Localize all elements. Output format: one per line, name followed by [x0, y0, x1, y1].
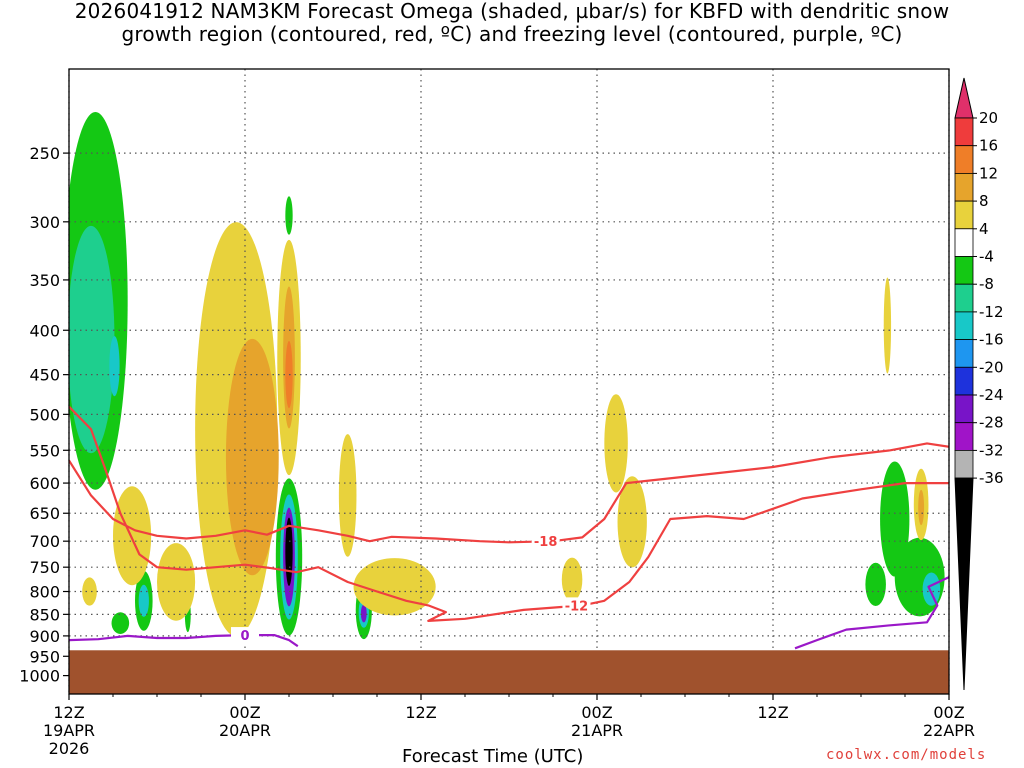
- omega-cell: [880, 461, 910, 577]
- x-axis-label: Forecast Time (UTC): [402, 746, 584, 767]
- colorbar-swatch: [954, 283, 974, 313]
- colorbar-swatch: [954, 172, 974, 202]
- omega-cell: [922, 572, 941, 606]
- contour-line: [69, 634, 299, 648]
- colorbar-label: -32: [979, 441, 1004, 459]
- y-tick-label: 950: [29, 647, 60, 666]
- y-tick-label: 1000: [19, 667, 60, 686]
- x-tick-label: 00Z: [229, 703, 260, 722]
- y-tick-label: 300: [29, 213, 60, 232]
- y-tick-label: 800: [29, 583, 60, 602]
- omega-cell: [360, 604, 367, 623]
- contour-line: [69, 405, 949, 622]
- colorbar-label: -24: [979, 386, 1004, 404]
- x-tick-label: 12Z: [757, 703, 788, 722]
- omega-cell: [138, 584, 149, 617]
- colorbar-top-arrow: [954, 77, 974, 119]
- omega-cell: [113, 486, 152, 586]
- x-tick-label: 00Z: [933, 703, 964, 722]
- x-tick-label: 2026: [49, 739, 90, 758]
- y-tick-label: 700: [29, 532, 60, 551]
- omega-cell: [865, 562, 886, 607]
- colorbar-label: 16: [979, 137, 998, 155]
- contour-line: [69, 442, 949, 544]
- chart-title-line-1: 2026041912 NAM3KM Forecast Omega (shaded…: [74, 0, 950, 23]
- colorbar-label: -16: [979, 331, 1004, 349]
- y-tick-label: 450: [29, 366, 60, 385]
- omega-cell: [69, 225, 115, 454]
- y-tick-label: 550: [29, 441, 60, 460]
- chart-title: 2026041912 NAM3KM Forecast Omega (shaded…: [0, 0, 1024, 46]
- colorbar-swatch: [954, 449, 974, 479]
- contour-labels: -18 -12 0: [231, 533, 591, 644]
- x-tick-label: 19APR: [43, 721, 95, 740]
- colorbar-label: -4: [979, 248, 994, 266]
- omega-cell: [918, 489, 925, 526]
- omega-cell: [285, 196, 293, 235]
- contour-label: -18: [534, 535, 558, 550]
- contour-lines: [69, 405, 949, 650]
- omega-cell: [225, 338, 279, 576]
- omega-cell: [285, 517, 293, 586]
- colorbar-swatch: [954, 145, 974, 174]
- y-tick-label: 850: [29, 605, 60, 624]
- x-tick-label: 12Z: [53, 703, 84, 722]
- omega-cell: [883, 277, 892, 374]
- colorbar-label: -28: [979, 414, 1004, 432]
- colorbar-label: 12: [979, 164, 998, 182]
- terrain-fill: [69, 650, 949, 694]
- contour-label-bg: [231, 627, 259, 644]
- y-tick-label: 750: [29, 558, 60, 577]
- contour-label-bg: [531, 533, 560, 550]
- omega-cell: [157, 543, 196, 621]
- colorbar-label: -36: [979, 469, 1004, 487]
- colorbar: 20 16 12 8 4 -4 -8 -12 -16 -20 -24 -28 -32 -36: [954, 77, 1004, 691]
- colorbar-bottom-arrow: [954, 477, 974, 691]
- colorbar-swatch: [954, 256, 974, 285]
- y-tick-label: 600: [29, 474, 60, 493]
- colorbar-swatch: [954, 228, 974, 257]
- colorbar-swatch: [954, 366, 974, 396]
- chart-title-line-2: growth region (contoured, red, ºC) and f…: [121, 22, 903, 46]
- colorbar-swatch: [954, 200, 974, 230]
- y-tick-label: 650: [29, 504, 60, 523]
- colorbar-label: 8: [979, 192, 989, 210]
- x-tick-label: 20APR: [219, 721, 271, 740]
- y-tick-label: 500: [29, 405, 60, 424]
- credit-text: coolwx.com/models: [826, 747, 987, 763]
- omega-cell: [617, 476, 647, 568]
- omega-cell: [604, 394, 628, 493]
- colorbar-label: 4: [979, 220, 989, 238]
- omega-cell: [109, 336, 120, 397]
- y-tick-label: 900: [29, 627, 60, 646]
- omega-cell: [111, 612, 130, 634]
- colorbar-swatch: [954, 117, 974, 147]
- y-axis: 250 300 350 400 450 500 550 600 650 700 750 800 850 9…: [19, 144, 69, 686]
- omega-cell: [353, 558, 436, 616]
- colorbar-label: -12: [979, 303, 1004, 321]
- y-tick-label: 250: [29, 144, 60, 163]
- y-tick-label: 400: [29, 321, 60, 340]
- omega-cell: [338, 434, 357, 557]
- contour-line: [794, 576, 949, 650]
- omega-cell: [82, 577, 97, 606]
- colorbar-swatch: [954, 422, 974, 451]
- colorbar-swatch: [954, 394, 974, 424]
- colorbar-swatch: [954, 311, 974, 340]
- colorbar-label: -20: [979, 358, 1004, 376]
- x-tick-label: 12Z: [405, 703, 436, 722]
- contour-label: -12: [565, 599, 589, 614]
- x-tick-label: 00Z: [581, 703, 612, 722]
- contour-label: 0: [240, 629, 249, 644]
- x-tick-label: 22APR: [923, 721, 975, 740]
- colorbar-label: -8: [979, 275, 994, 293]
- colorbar-label: 20: [979, 109, 998, 127]
- contour-label-bg: [562, 597, 591, 614]
- x-tick-label: 21APR: [571, 721, 623, 740]
- colorbar-swatch: [954, 339, 974, 368]
- omega-cell: [561, 557, 583, 602]
- y-tick-label: 350: [29, 271, 60, 290]
